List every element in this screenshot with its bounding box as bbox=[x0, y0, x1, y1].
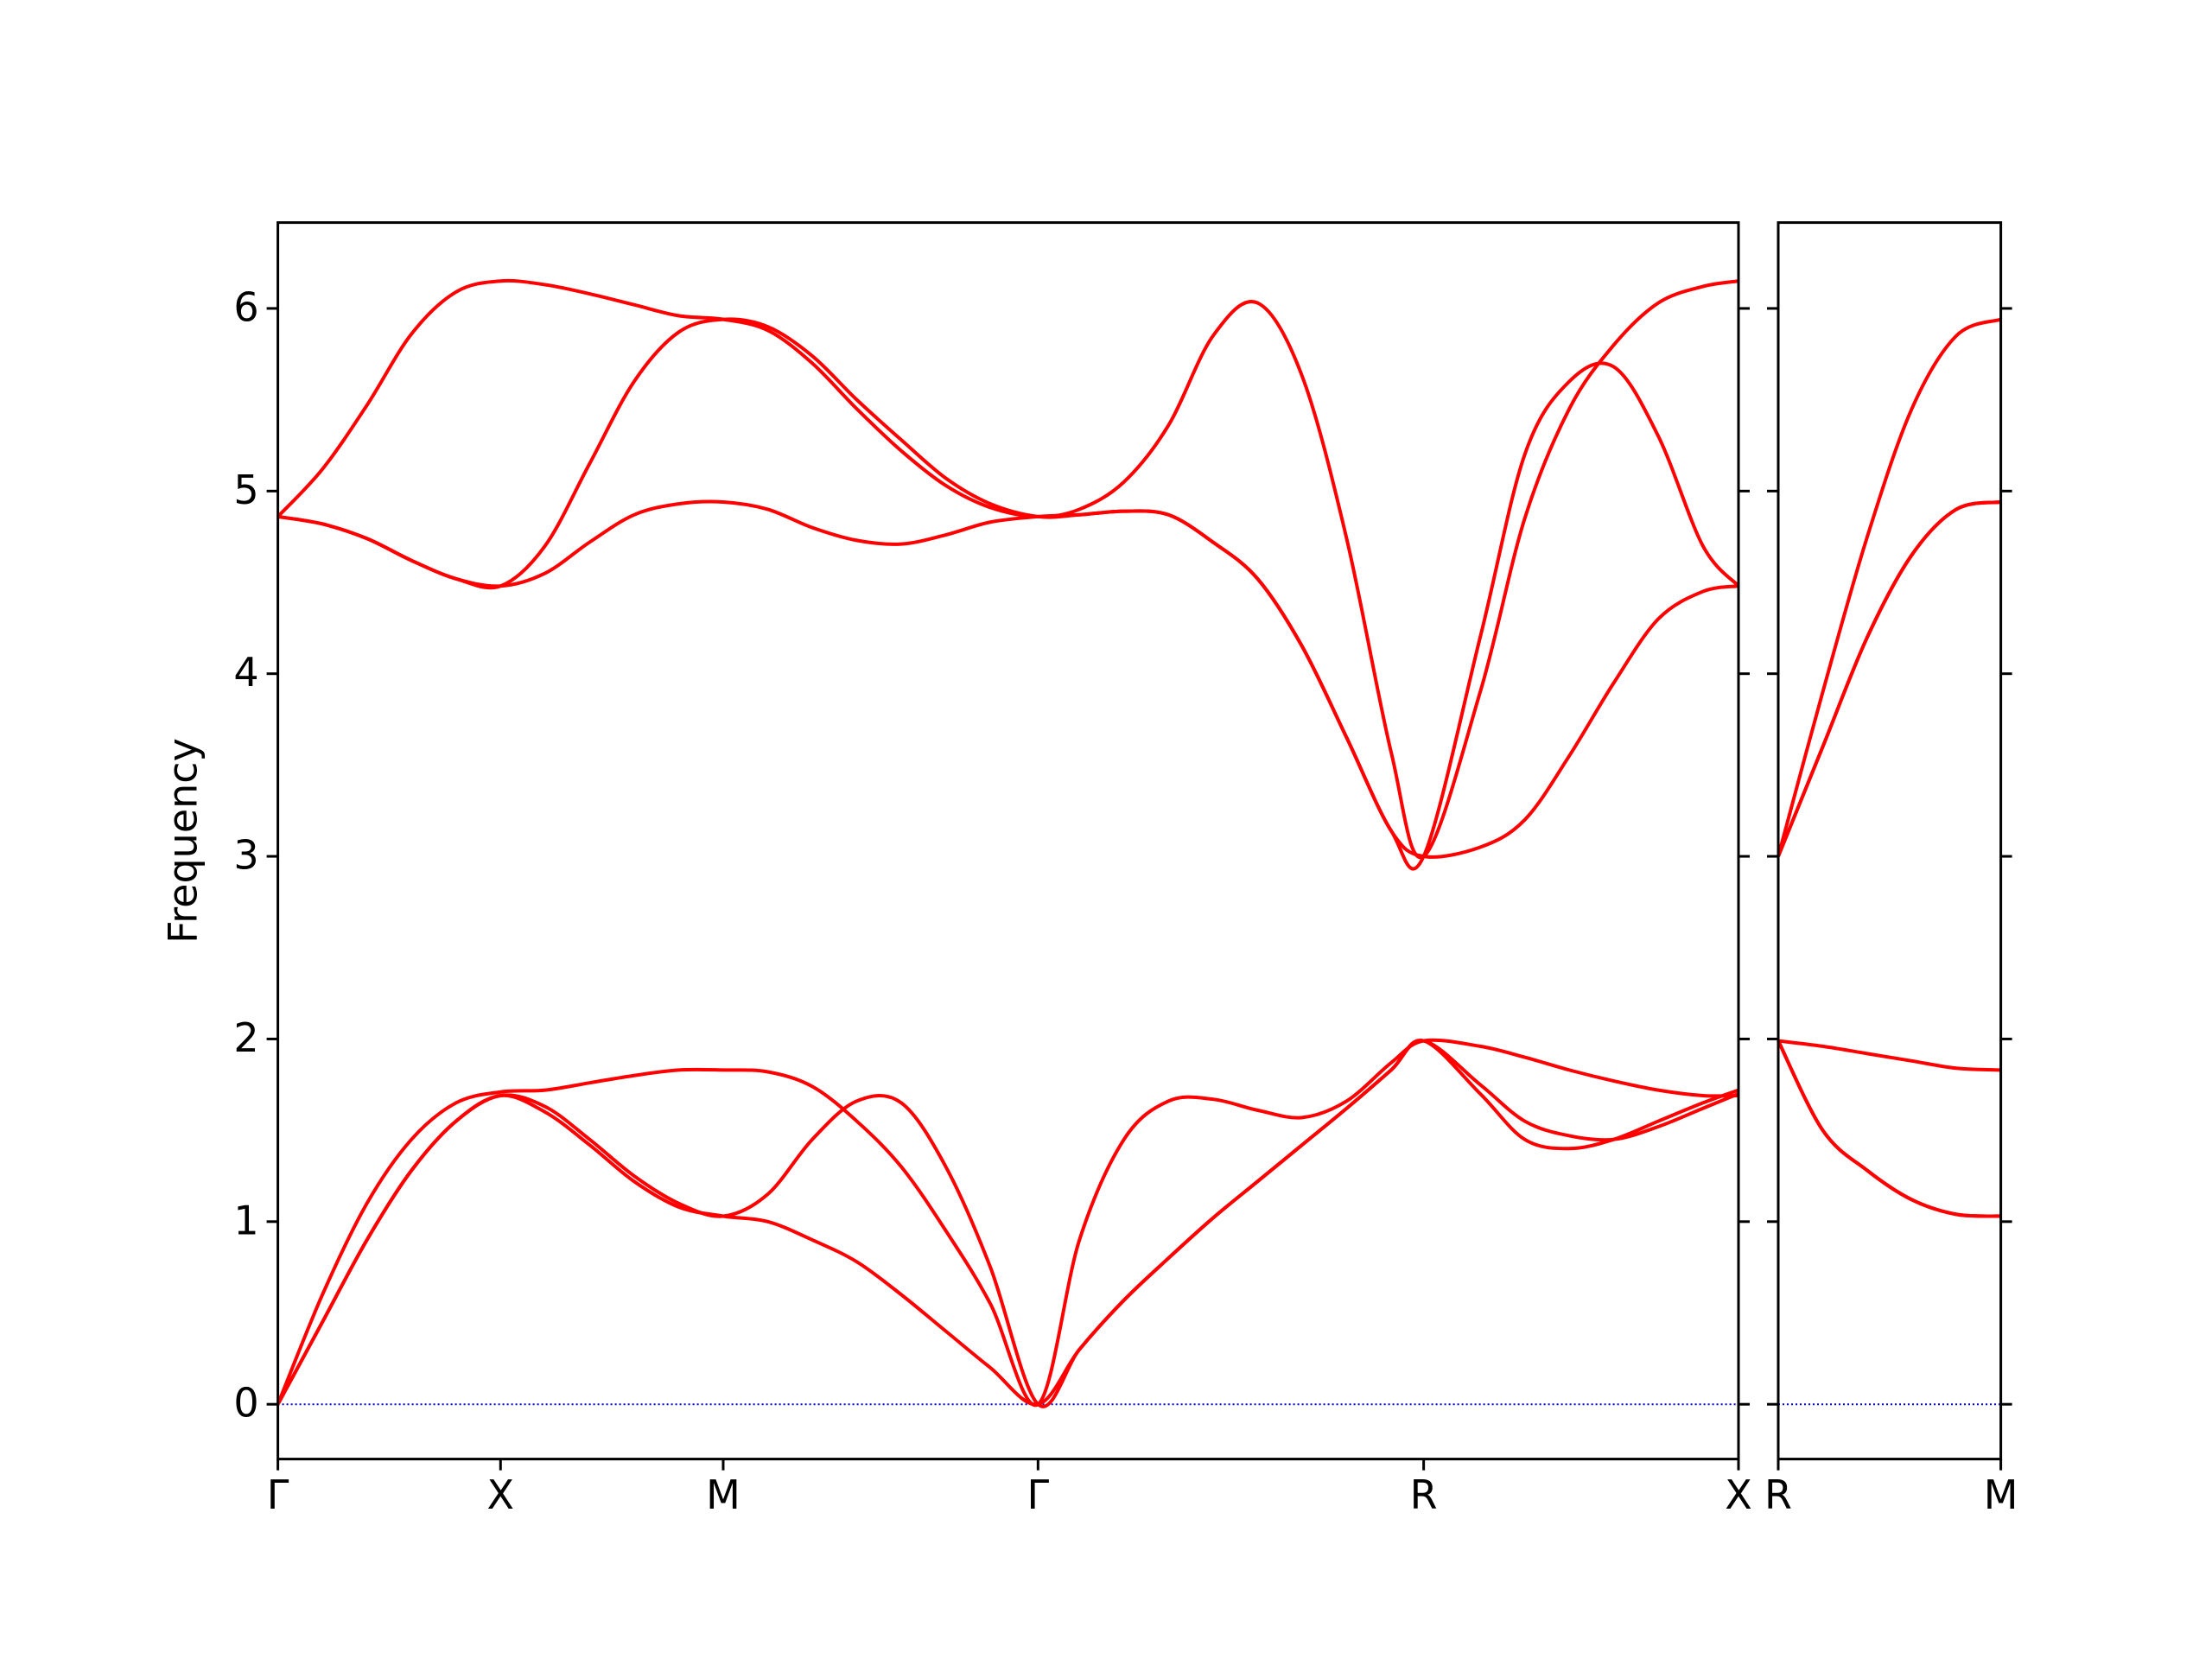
x-tick-label: M bbox=[706, 1471, 741, 1518]
x-tick-label: Γ bbox=[267, 1471, 289, 1518]
x-tick-label: R bbox=[1410, 1471, 1438, 1518]
y-tick-label: 1 bbox=[233, 1197, 258, 1243]
band-line bbox=[1777, 317, 2002, 857]
band-line bbox=[277, 499, 1739, 859]
x-tick-label: Γ bbox=[1027, 1471, 1050, 1518]
band-line bbox=[276, 1038, 1739, 1408]
y-tick-label: 2 bbox=[233, 1014, 258, 1061]
y-tick-label: 4 bbox=[233, 649, 258, 696]
band-line bbox=[276, 1039, 1739, 1407]
plot-frame bbox=[1777, 221, 2003, 1461]
plot-frame bbox=[276, 221, 1740, 1461]
x-tick-label: R bbox=[1764, 1471, 1792, 1518]
x-tick-label: X bbox=[1725, 1471, 1752, 1518]
x-tick-label: M bbox=[1984, 1471, 2018, 1518]
y-tick-label: 0 bbox=[233, 1380, 258, 1427]
x-tick-label: X bbox=[487, 1471, 515, 1518]
band-line bbox=[1777, 500, 2001, 857]
y-tick-label: 5 bbox=[233, 467, 258, 513]
band-line bbox=[277, 317, 1740, 871]
y-axis-label: Frequency bbox=[160, 738, 207, 944]
band-line bbox=[1777, 1039, 2001, 1218]
y-tick-label: 3 bbox=[233, 832, 258, 879]
y-tick-label: 6 bbox=[233, 283, 258, 330]
band-line bbox=[1777, 500, 2001, 857]
band-line bbox=[1777, 1039, 2001, 1218]
band-line bbox=[276, 278, 1739, 860]
band-line bbox=[1777, 1039, 2001, 1072]
